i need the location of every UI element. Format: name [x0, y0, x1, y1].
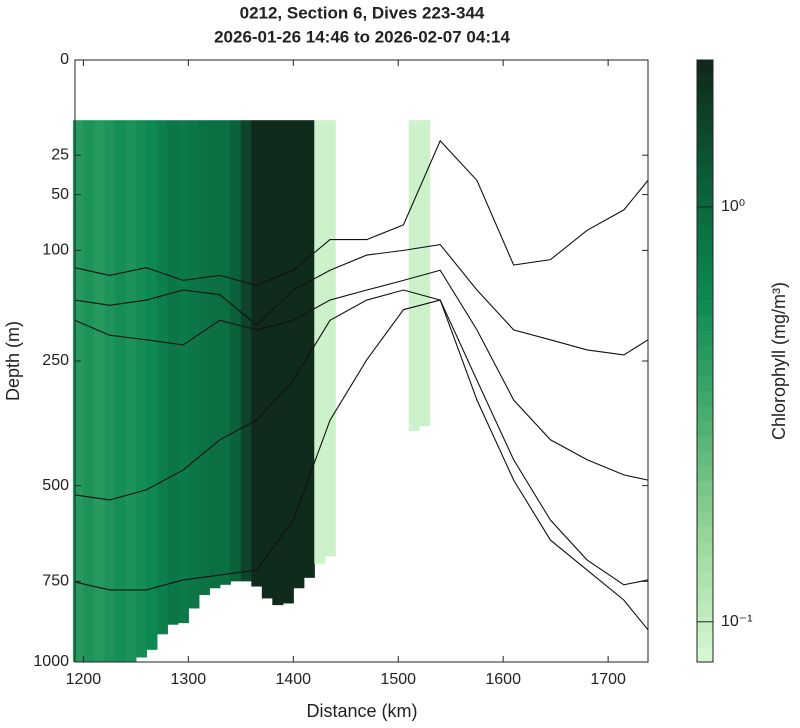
data-column — [324, 120, 336, 557]
colorbar-segment — [697, 330, 713, 347]
data-column — [261, 120, 273, 599]
data-column — [114, 120, 126, 662]
data-column — [230, 120, 242, 582]
colorbar-segment — [697, 436, 713, 452]
data-column — [209, 120, 221, 589]
colorbar-segment — [697, 210, 713, 227]
chart-subtitle: 2026-01-26 14:46 to 2026-02-07 04:14 — [214, 27, 510, 46]
colorbar-segment — [697, 616, 713, 633]
y-tick-label: 0 — [60, 51, 69, 68]
colorbar-segment — [697, 300, 713, 317]
colorbar-segment — [697, 240, 713, 257]
x-tick-label: 1200 — [66, 671, 102, 688]
data-column — [104, 120, 116, 662]
colorbar-segment — [697, 75, 713, 91]
colorbar-segment — [697, 421, 713, 437]
colorbar-segment — [697, 270, 713, 287]
data-column — [272, 120, 284, 606]
x-axis-label: Distance (km) — [306, 701, 417, 721]
data-column — [167, 120, 179, 625]
data-column — [72, 120, 84, 662]
y-tick-label: 100 — [42, 242, 69, 259]
data-column — [188, 120, 200, 609]
data-column — [293, 120, 305, 589]
data-column — [419, 120, 431, 427]
y-tick-label: 500 — [42, 477, 69, 494]
colorbar-frame — [696, 59, 714, 663]
colorbar-segment — [697, 586, 713, 603]
colorbar-segment — [697, 541, 713, 558]
colorbar-segment — [697, 406, 713, 422]
contour-line — [74, 269, 649, 481]
colorbar-segment — [697, 466, 713, 482]
colorbar-segment — [697, 361, 713, 377]
colorbar-segment — [697, 601, 713, 618]
colorbar-label: Chlorophyll (mg/m³) — [769, 282, 789, 440]
colorbar-segment — [697, 496, 713, 512]
contour-line — [74, 289, 649, 586]
colorbar-segment — [697, 180, 713, 196]
y-axis-label: Depth (m) — [3, 321, 23, 401]
data-column — [240, 120, 252, 582]
contour-line — [74, 139, 649, 286]
colorbar-segment — [697, 255, 713, 272]
contour-line — [74, 243, 649, 356]
colorbar-segment — [697, 631, 713, 648]
colorbar-segment — [697, 225, 713, 242]
data-column — [282, 120, 294, 604]
y-tick-label: 1000 — [33, 653, 69, 670]
data-column — [408, 120, 420, 432]
data-column — [93, 120, 105, 662]
data-column — [146, 120, 158, 650]
colorbar-segment — [697, 391, 713, 407]
data-column — [198, 120, 210, 596]
data-column — [125, 120, 137, 662]
y-tick-label: 50 — [51, 186, 69, 203]
x-tick-label: 1700 — [590, 671, 626, 688]
x-tick-label: 1600 — [485, 671, 521, 688]
colorbar-segment — [697, 105, 713, 121]
y-tick-label: 25 — [51, 146, 69, 163]
colorbar-segment — [697, 571, 713, 588]
x-tick-label: 1400 — [275, 671, 311, 688]
y-tick-label: 750 — [42, 573, 69, 590]
y-tick-label: 250 — [42, 352, 69, 369]
colorbar-tick-label: 10⁰ — [721, 198, 745, 215]
data-column — [177, 120, 189, 624]
colorbar-segment — [697, 195, 713, 211]
x-tick-label: 1300 — [171, 671, 207, 688]
colorbar-segment — [697, 315, 713, 332]
colorbar-segment — [697, 90, 713, 106]
colorbar-segment — [697, 345, 713, 362]
chart-title: 0212, Section 6, Dives 223-344 — [240, 3, 485, 22]
data-column — [251, 120, 263, 587]
colorbar-segment — [697, 120, 713, 136]
colorbar-segment — [697, 165, 713, 181]
data-column — [314, 120, 326, 564]
colorbar-segment — [697, 376, 713, 392]
colorbar-segment — [697, 135, 713, 151]
colorbar-segment — [697, 451, 713, 467]
colorbar-tick-label: 10⁻¹ — [721, 613, 753, 630]
data-column — [156, 120, 168, 635]
colorbar-segment — [697, 556, 713, 573]
colorbar-segment — [697, 481, 713, 497]
colorbar-segment — [697, 285, 713, 302]
data-column — [219, 120, 231, 585]
colorbar-segment — [697, 60, 713, 76]
colorbar-segment — [697, 646, 713, 663]
colorbar-segment — [697, 511, 713, 528]
colorbar-segment — [697, 150, 713, 166]
contour-line — [74, 299, 649, 631]
data-column — [303, 120, 315, 578]
data-column — [135, 120, 147, 658]
colorbar-segment — [697, 526, 713, 543]
data-column — [83, 120, 95, 662]
x-tick-label: 1500 — [380, 671, 416, 688]
